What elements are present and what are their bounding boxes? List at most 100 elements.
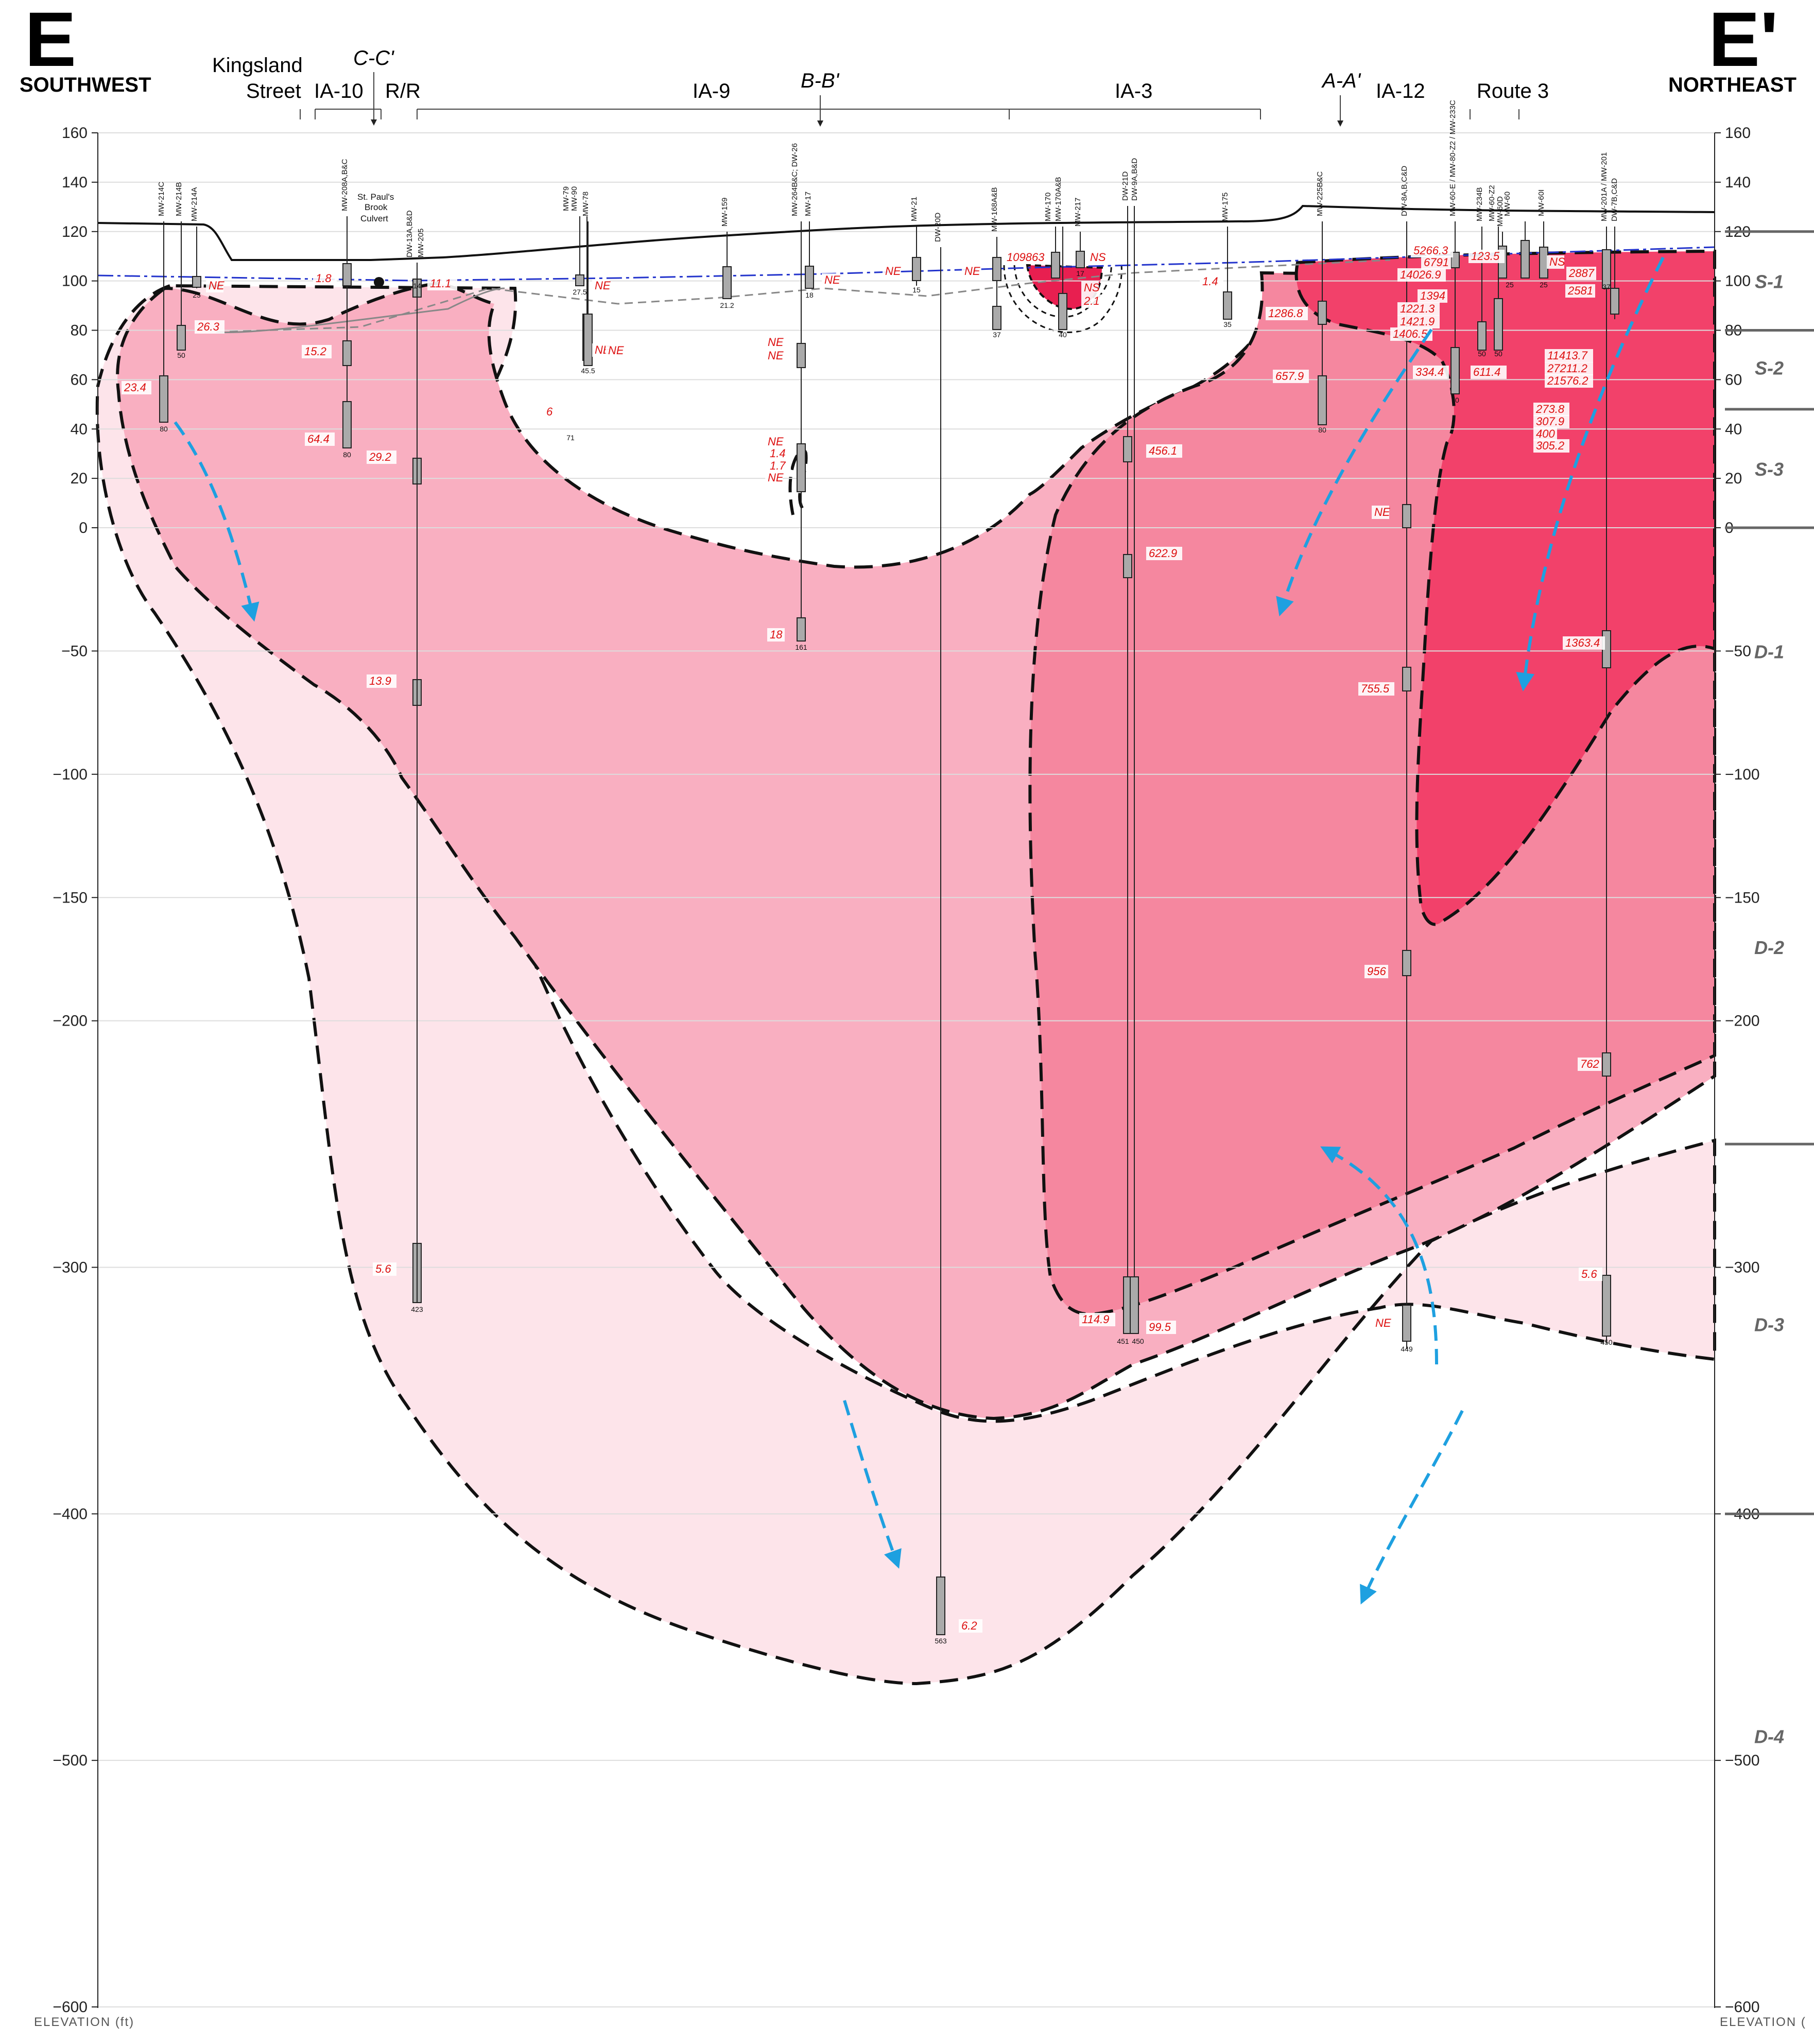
concentration-box [1469,250,1505,263]
concentration-text: 1363.4 [1565,636,1600,649]
well-depth: 563 [935,1637,947,1645]
monitoring-well: MW-17 [804,192,814,289]
concentration-box [373,1262,396,1276]
concentration-value: 2.1 [1081,295,1105,308]
concentration-text: 1.7 [770,459,786,472]
concentration-box [1372,506,1389,519]
well-screen [583,314,593,366]
well-screen [1402,1305,1411,1342]
tick-label-left: −150 [53,889,88,906]
concentration-value: NE [883,265,901,278]
concentration-value: 956 [1364,965,1388,978]
area-label-route3: Route 3 [1477,80,1549,102]
concentration-box [313,272,337,285]
well-screen [1076,251,1085,268]
concentration-box [1079,1313,1115,1326]
tick-label-right: 60 [1725,371,1742,388]
area-brackets [300,72,1519,127]
concentration-text: 29.2 [369,451,391,463]
monitoring-well: MW-170A&B [1054,177,1067,330]
well-screen [1123,554,1132,578]
concentration-box [767,628,785,642]
concentration-text: NS [1084,281,1100,294]
concentration-text: NS [1090,251,1106,264]
concentration-text: 305.2 [1536,439,1564,452]
section-ref-bb: B-B' [801,70,840,92]
concentration-value: 27211.2 [1545,362,1593,375]
concentration-box [822,273,839,287]
concentration-value: 1221.3 [1397,302,1440,316]
monitoring-well: DW-20D [934,213,945,1635]
concentration-text: 109863 [1007,251,1045,264]
tick-label-left: 100 [62,273,88,290]
concentration-box [1533,427,1557,441]
concentration-box [367,451,396,464]
well-depth: 423 [411,1305,423,1313]
section-ref-cc: C-C' [353,47,394,70]
well-depth: 37 [1602,283,1611,291]
concentration-box [1566,267,1596,280]
concentration-text: NE [768,471,784,484]
well-depth: 15 [912,286,921,294]
concentration-box [367,674,396,688]
area-label-ia12: IA-12 [1376,80,1425,102]
concentration-text: 1.4 [770,447,786,460]
concentration-text: 14026.9 [1400,268,1441,281]
zone-label: D-4 [1754,1726,1784,1747]
concentration-box [1413,366,1449,379]
concentration-text: 27211.2 [1547,362,1587,375]
concentration-box [1273,370,1309,383]
concentration-text: NE [885,265,901,278]
concentration-box [1579,1268,1602,1281]
well-label: DW-8A,B,C&D [1400,166,1409,216]
well-screen [805,266,814,289]
monitoring-well: MW-78 [581,192,593,366]
well-screen [1602,1275,1611,1337]
concentration-box [1266,307,1308,320]
well-screen [992,257,1001,281]
flow-arrow-1 [174,421,260,622]
monitoring-well: MW-225B&C [1316,171,1327,425]
well-depth: 70 [1451,396,1459,404]
concentration-value: 622.9 [1146,547,1182,560]
well-label: MW-79 [562,186,571,211]
concentration-box [122,381,151,394]
well-label: MW-264B&C; DW-26 [790,143,799,216]
tick-label-left: −400 [53,1505,88,1522]
concentration-value: NE [765,471,784,484]
concentration-text: 2.1 [1083,295,1100,307]
concentration-value: 762 [1578,1058,1601,1071]
well-screen [1602,1052,1611,1077]
concentration-value: 5.6 [1579,1268,1602,1281]
well-depth: 50 [177,351,185,359]
concentration-value: 611.4 [1471,366,1507,379]
well-screen [159,375,168,423]
concentration-box [1545,362,1593,375]
wells-layer: MW-214C MW-214B MW-214A MW-208A,B&C DW-13A,B… [157,100,1619,1635]
concentration-value: NE [1373,1317,1391,1330]
well-screen [1602,249,1611,289]
concentration-box [1200,275,1223,288]
well-label: MW-159 [720,198,729,227]
concentration-text: 6791 [1424,256,1449,269]
concentration-box [767,459,791,473]
well-label: DW-20D [934,213,942,242]
concentration-value: 13.9 [367,674,396,688]
concentration-text: 99.5 [1149,1321,1171,1333]
concentration-value: 6791 [1421,256,1451,269]
concentration-text: 400 [1536,427,1555,440]
well-label: MW-60-Z2 [1488,185,1496,221]
concentration-text: NE [595,279,611,292]
concentration-value: 64.4 [305,432,335,446]
well-label: MW-205 [417,229,425,257]
concentration-box [1364,965,1388,978]
well-screen [1051,252,1060,279]
concentration-text: 1394 [1420,289,1445,302]
well-screen [192,276,201,288]
tick-label-right: −150 [1725,889,1760,906]
bedrock-line [216,259,1391,333]
monitoring-well: MW-79 [562,186,584,286]
concentration-value: NS [1087,251,1106,264]
concentration-text: 334.4 [1415,366,1444,378]
concentration-text: 123.5 [1471,250,1500,263]
